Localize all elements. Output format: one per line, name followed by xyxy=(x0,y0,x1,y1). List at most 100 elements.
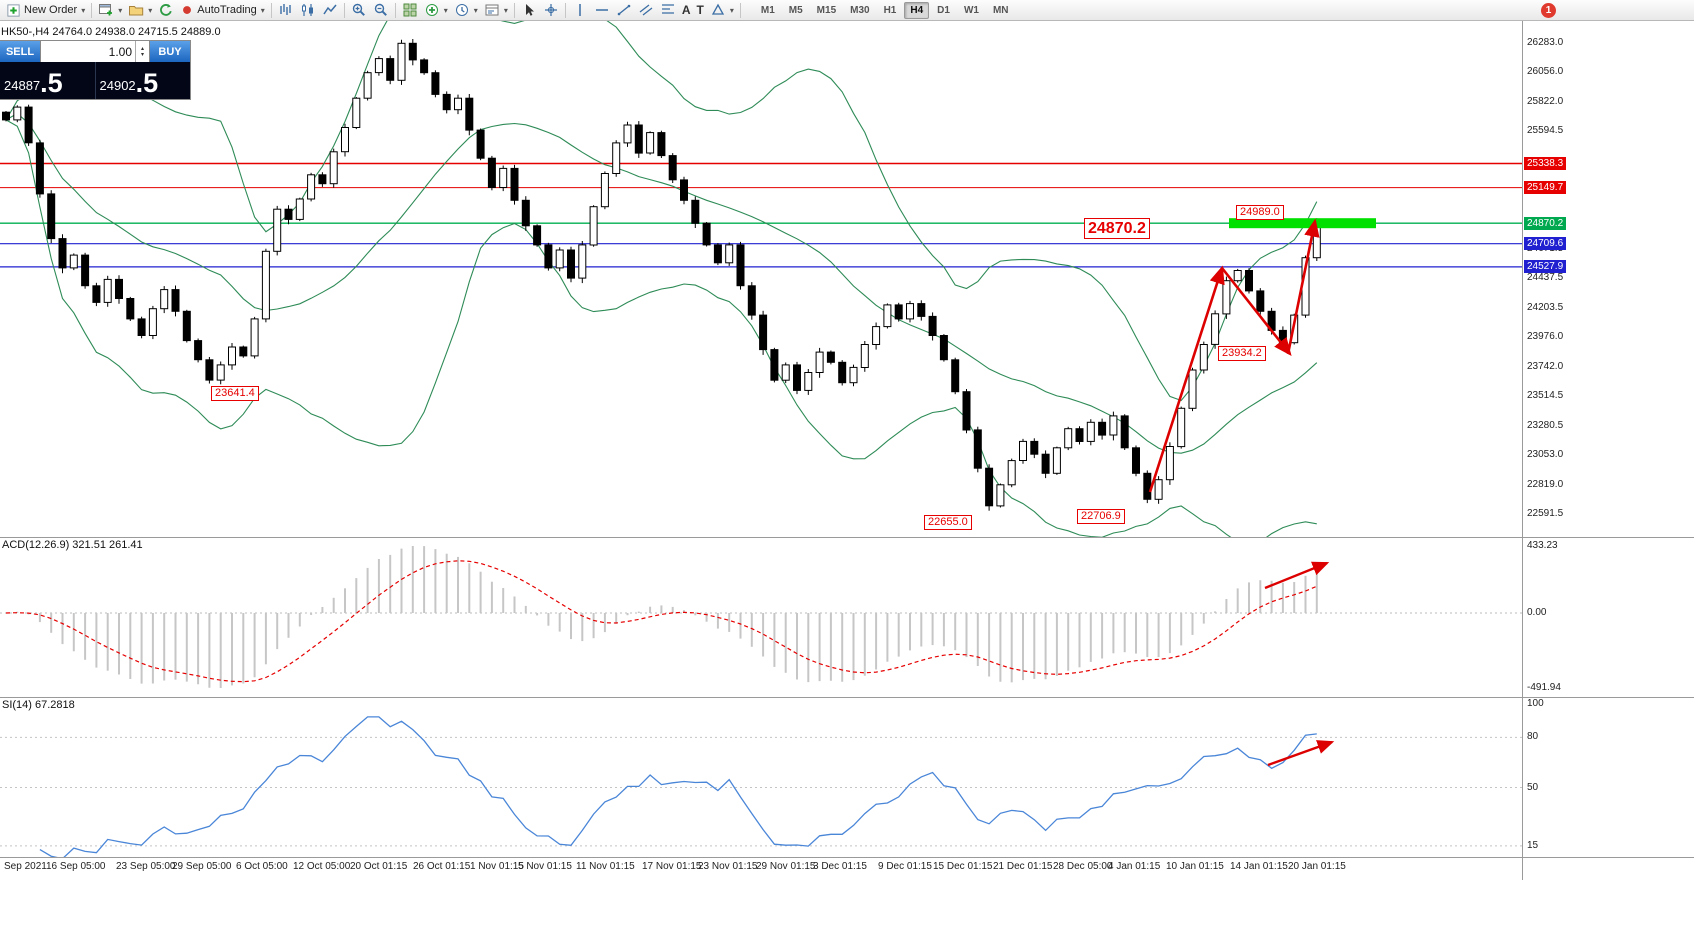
stepper-down-icon[interactable]: ▾ xyxy=(140,51,144,58)
trendline-button[interactable] xyxy=(613,1,635,19)
price-axis-label: 26056.0 xyxy=(1527,65,1564,77)
rsi-axis-label: 50 xyxy=(1527,781,1539,793)
buy-price[interactable]: 24902 .5 xyxy=(96,62,191,99)
panel-separator[interactable] xyxy=(0,537,1694,538)
autotrading-button[interactable]: AutoTrading ▾ xyxy=(177,1,268,19)
one-click-trading-panel: SELL 1.00 ▴ ▾ BUY 24887 .5 24902 xyxy=(0,41,190,99)
text-button[interactable]: A xyxy=(679,1,694,19)
price-axis-label: 23280.5 xyxy=(1527,420,1564,432)
sell-button[interactable]: SELL xyxy=(0,41,40,62)
channel-button[interactable] xyxy=(635,1,657,19)
autotrading-label: AutoTrading xyxy=(197,4,257,16)
sell-price-main: 24887 xyxy=(4,78,41,93)
label-icon: T xyxy=(696,3,704,17)
refresh-button[interactable] xyxy=(155,1,177,19)
toolbar: New Order ▾ ▾ ▾ xyxy=(0,0,1694,21)
fibonacci-button[interactable] xyxy=(657,1,679,19)
price-axis-label: 23053.0 xyxy=(1527,449,1564,461)
shapes-button[interactable]: ▾ xyxy=(707,1,737,19)
time-axis-label: 20 Jan 01:15 xyxy=(1288,861,1346,872)
price-axis-label: 26283.0 xyxy=(1527,36,1564,48)
horizontal-line-button[interactable] xyxy=(591,1,613,19)
rsi-panel: SI(14) 67.2818 xyxy=(0,698,1522,857)
price-callout: 24989.0 xyxy=(1236,205,1284,220)
line-chart-icon xyxy=(323,4,337,15)
trendline-icon xyxy=(617,4,631,16)
price-chart[interactable]: HK50-,H4 24764.0 24938.0 24715.5 24889.0… xyxy=(0,21,1522,537)
chart-ohlc-info: HK50-,H4 24764.0 24938.0 24715.5 24889.0 xyxy=(1,26,221,38)
profiles-button[interactable]: ▾ xyxy=(125,1,155,19)
indicators-icon xyxy=(425,4,438,16)
vertical-line-button[interactable] xyxy=(569,1,591,19)
templates-button[interactable]: ▾ xyxy=(481,1,511,19)
toolbar-separator xyxy=(343,2,345,18)
volume-input[interactable]: 1.00 ▴ ▾ xyxy=(40,41,150,62)
line-chart-button[interactable] xyxy=(319,1,341,19)
notification-badge[interactable]: 1 xyxy=(1541,3,1556,18)
toolbar-separator xyxy=(513,2,515,18)
cursor-icon xyxy=(525,4,534,16)
price-axis-label: 22819.0 xyxy=(1527,478,1564,490)
chevron-down-icon: ▾ xyxy=(473,5,478,15)
new-chart-button[interactable]: ▾ xyxy=(95,1,125,19)
chevron-down-icon: ▾ xyxy=(443,5,448,15)
toolbar-separator xyxy=(270,2,272,18)
macd-axis-label: -491.94 xyxy=(1527,682,1561,693)
zoom-out-button[interactable] xyxy=(370,1,392,19)
crosshair-icon xyxy=(544,4,557,16)
axis-separator xyxy=(1522,21,1523,880)
zoom-in-button[interactable] xyxy=(348,1,370,19)
price-axis-badge: 24527.9 xyxy=(1524,260,1567,274)
volume-stepper[interactable]: ▴ ▾ xyxy=(135,41,149,62)
toolbar-separator xyxy=(91,2,93,18)
fibonacci-icon xyxy=(661,4,674,14)
templates-icon xyxy=(485,4,499,16)
panel-separator[interactable] xyxy=(0,697,1694,698)
candlestick-chart-button[interactable] xyxy=(297,1,319,19)
tile-windows-icon xyxy=(403,3,417,17)
time-axis-label: 14 Jan 01:15 xyxy=(1230,861,1288,872)
candlestick-chart-icon xyxy=(301,4,313,16)
refresh-icon xyxy=(160,4,172,16)
time-axis-label: 23 Sep 05:00 xyxy=(116,861,176,872)
clock-icon xyxy=(455,4,468,16)
price-chart-canvas[interactable] xyxy=(0,21,1522,537)
crosshair-button[interactable] xyxy=(540,1,562,19)
timeframe-button-m1[interactable]: M1 xyxy=(760,4,775,16)
time-axis-label: 3 Dec 01:15 xyxy=(813,861,867,872)
sell-price[interactable]: 24887 .5 xyxy=(0,62,95,99)
timeframe-button-m15[interactable]: M15 xyxy=(816,4,837,16)
timeframe-button-h4[interactable]: H4 xyxy=(904,1,930,19)
timeframe-button-w1[interactable]: W1 xyxy=(963,4,979,16)
timeframe-button-d1[interactable]: D1 xyxy=(937,4,950,16)
buy-price-fraction: .5 xyxy=(135,68,159,98)
chevron-down-icon: ▾ xyxy=(81,5,86,15)
zoom-out-icon xyxy=(374,3,387,16)
timeframe-button-h1[interactable]: H1 xyxy=(883,4,897,16)
tile-windows-button[interactable] xyxy=(399,1,421,19)
cursor-button[interactable] xyxy=(518,1,540,19)
autotrading-icon xyxy=(183,6,192,14)
price-axis-label: 25822.0 xyxy=(1527,95,1564,107)
periods-button[interactable]: ▾ xyxy=(451,1,481,19)
time-axis-label: 15 Dec 01:15 xyxy=(933,861,993,872)
new-order-button[interactable]: New Order ▾ xyxy=(3,1,88,19)
price-axis-label: 22591.5 xyxy=(1527,507,1564,519)
indicators-button[interactable]: ▾ xyxy=(421,1,451,19)
price-axis-label: 25594.5 xyxy=(1527,124,1564,136)
zoom-in-icon xyxy=(352,3,365,16)
profiles-icon xyxy=(129,6,144,16)
label-button[interactable]: T xyxy=(694,1,707,19)
chevron-down-icon: ▾ xyxy=(148,5,153,15)
timeframe-button-m30[interactable]: M30 xyxy=(850,4,870,16)
timeframe-button-m5[interactable]: M5 xyxy=(788,4,803,16)
macd-axis-label: 0.00 xyxy=(1527,607,1547,618)
stepper-up-icon[interactable]: ▴ xyxy=(140,45,144,52)
rsi-axis-label: 15 xyxy=(1527,839,1539,851)
macd-panel: ACD(12.26.9) 321.51 261.41 xyxy=(0,538,1522,697)
bar-chart-button[interactable] xyxy=(275,1,297,19)
price-axis-badge: 25338.3 xyxy=(1524,156,1567,170)
buy-button[interactable]: BUY xyxy=(150,41,190,62)
timeframe-button-mn[interactable]: MN xyxy=(992,4,1009,16)
rsi-axis-label: 100 xyxy=(1527,698,1544,709)
